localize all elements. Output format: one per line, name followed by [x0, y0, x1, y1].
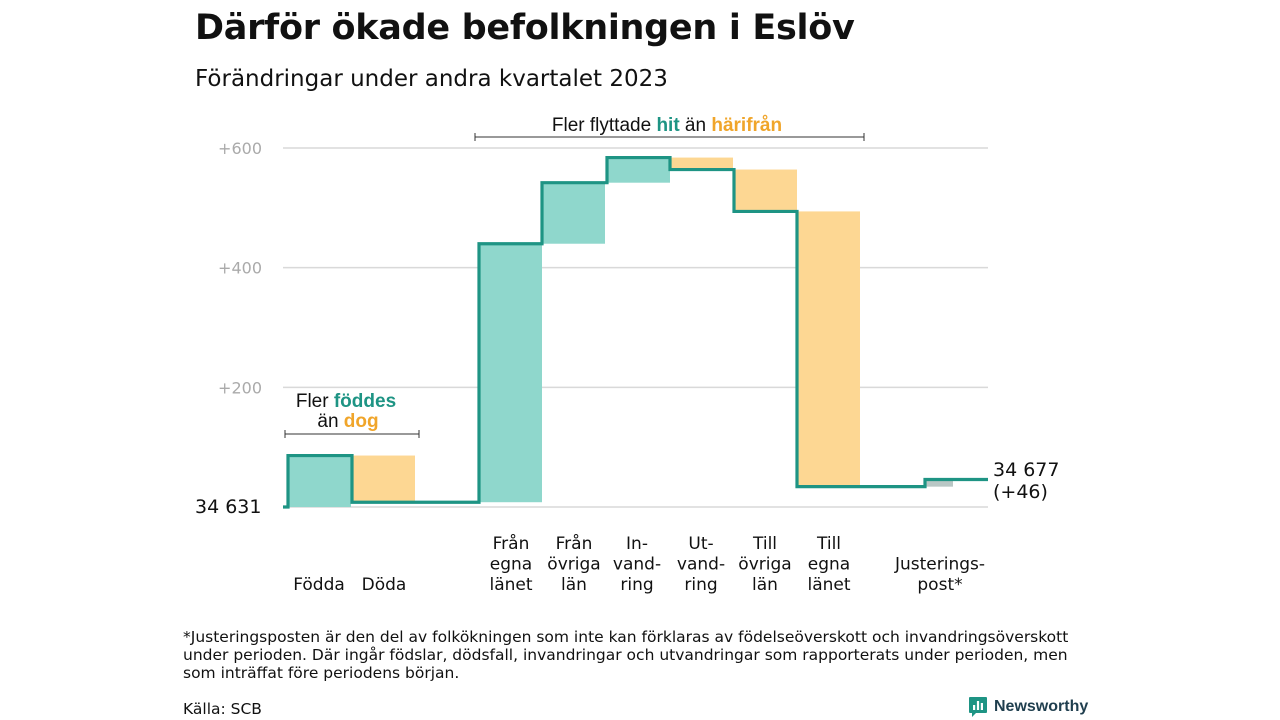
bar-negative [670, 157, 733, 170]
y-tick-label: +200 [218, 378, 262, 397]
bar-positive [288, 455, 351, 507]
start-value-label: 34 631 [195, 496, 261, 518]
page-subtitle: Förändringar under andra kvartalet 2023 [195, 66, 668, 92]
annotation-births-line1: Fler föddes [296, 391, 396, 412]
category-label: län [561, 575, 587, 595]
annotation-births-line2: än dog [317, 411, 378, 432]
category-label: vand- [677, 555, 725, 575]
category-label: Till [752, 534, 777, 554]
bar-chart-logo-icon [969, 697, 987, 717]
category-label: länet [489, 575, 532, 595]
bar-negative [734, 169, 797, 212]
category-label: län [752, 575, 778, 595]
category-label: egna [808, 555, 850, 575]
bar-negative [352, 455, 415, 503]
footnote: *Justeringsposten är den del av folkökni… [183, 628, 1069, 682]
bar-adjustment [925, 479, 953, 487]
end-value-label: 34 677 [993, 459, 1059, 481]
category-label: egna [490, 555, 532, 575]
category-label: Till [816, 534, 841, 554]
category-label: länet [807, 575, 850, 595]
bar-positive [607, 157, 670, 183]
category-label: ring [684, 575, 717, 595]
category-label: Från [556, 533, 593, 554]
category-label: övriga [547, 555, 600, 575]
category-label: Ut- [688, 534, 713, 554]
category-label: post* [917, 575, 962, 595]
category-label: Från [493, 533, 530, 554]
brand[interactable]: Newsworthy [968, 696, 1088, 718]
source-label: Källa: SCB [183, 700, 262, 718]
category-label: Justerings- [894, 555, 985, 575]
category-label: Döda [362, 575, 407, 595]
y-tick-label: +600 [218, 139, 262, 158]
annotation-moves: Fler flyttade hit än härifrån [552, 115, 782, 136]
category-label: övriga [738, 555, 791, 575]
y-tick-label: +400 [218, 259, 262, 278]
end-change-label: (+46) [993, 481, 1048, 503]
category-label: Födda [293, 575, 345, 595]
category-label: vand- [613, 555, 661, 575]
category-label: ring [620, 575, 653, 595]
brand-name: Newsworthy [994, 698, 1089, 715]
page-title: Därför ökade befolkningen i Eslöv [195, 8, 855, 48]
cumulative-line [283, 155, 988, 509]
bar-positive [479, 243, 542, 503]
bar-positive [542, 182, 605, 244]
bar-negative [797, 211, 860, 487]
category-label: In- [626, 534, 648, 554]
